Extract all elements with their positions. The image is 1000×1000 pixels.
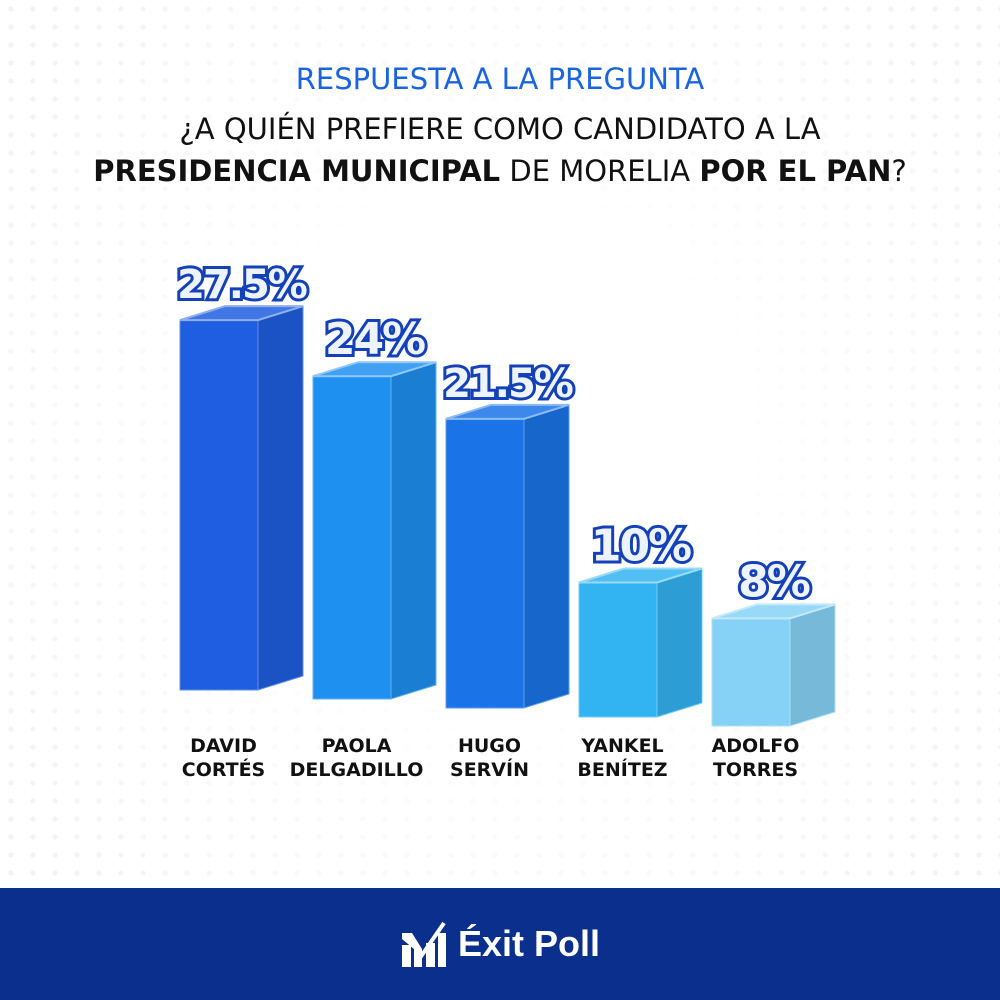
question-mid: DE MORELIA bbox=[500, 154, 700, 188]
data-label: 21.5% bbox=[443, 361, 573, 407]
category-label: PAOLA bbox=[322, 735, 392, 757]
chart-kicker: RESPUESTA A LA PREGUNTA bbox=[295, 62, 705, 96]
data-label: 24% bbox=[325, 314, 425, 365]
question-bold-2: POR EL PAN bbox=[699, 154, 892, 188]
data-label: 10% bbox=[591, 521, 691, 572]
bar-side bbox=[523, 404, 570, 709]
question-line-2: PRESIDENCIA MUNICIPAL DE MORELIA POR EL … bbox=[0, 154, 1000, 188]
brand-name: Éxit Poll bbox=[457, 923, 601, 964]
footer-bar: Éxit Poll bbox=[0, 888, 1000, 1000]
category-label: YANKEL bbox=[580, 735, 663, 757]
data-label: 27.5% bbox=[177, 262, 307, 308]
category-label: TORRES bbox=[713, 759, 798, 781]
category-label: ADOLFO bbox=[712, 735, 800, 757]
bar-top bbox=[179, 305, 304, 322]
bar bbox=[445, 418, 525, 709]
bar bbox=[578, 582, 658, 718]
question-line-1: ¿A QUIÉN PREFIERE COMO CANDIDATO A LA bbox=[179, 112, 821, 146]
bar-top bbox=[445, 403, 570, 420]
category-label: SERVÍN bbox=[450, 758, 529, 781]
bar bbox=[711, 617, 791, 727]
category-label: DELGADILLO bbox=[290, 759, 424, 781]
bar-top bbox=[711, 603, 836, 620]
bar bbox=[179, 319, 259, 691]
category-label: DAVID bbox=[190, 735, 257, 757]
bar-side bbox=[257, 305, 304, 691]
question-end: ? bbox=[891, 154, 907, 188]
bar-top bbox=[312, 361, 437, 378]
exit-poll-logo-icon bbox=[401, 921, 446, 967]
bar-side bbox=[789, 603, 836, 727]
data-label: 8% bbox=[738, 556, 810, 607]
bar bbox=[312, 375, 392, 700]
category-label: BENÍTEZ bbox=[577, 758, 667, 781]
category-label: CORTÉS bbox=[182, 758, 266, 781]
bar-top bbox=[578, 567, 703, 584]
category-label: HUGO bbox=[458, 735, 521, 757]
bar-side bbox=[390, 361, 437, 700]
question-bold-1: PRESIDENCIA MUNICIPAL bbox=[93, 154, 501, 188]
bar-side bbox=[656, 567, 703, 718]
